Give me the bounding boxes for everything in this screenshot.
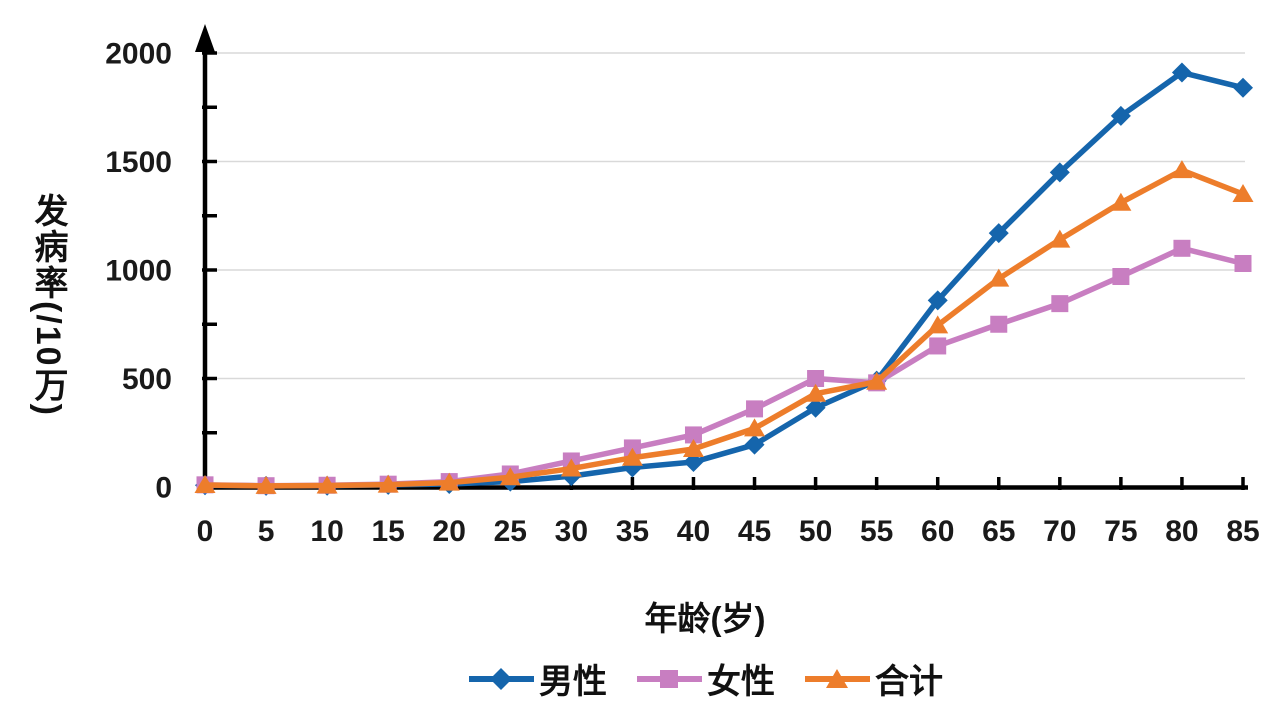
series-marker-1 bbox=[746, 400, 764, 418]
series-marker-2 bbox=[194, 475, 216, 494]
series-marker-0 bbox=[988, 223, 1009, 244]
x-axis-title: 年龄(岁) bbox=[644, 600, 766, 637]
series-marker-1 bbox=[1051, 295, 1069, 313]
series-marker-0 bbox=[1233, 77, 1253, 98]
series-marker-0 bbox=[744, 434, 765, 455]
series-marker-2 bbox=[560, 458, 582, 477]
series-marker-0 bbox=[805, 397, 826, 418]
legend-item-male[interactable]: 男性 bbox=[467, 654, 607, 703]
legend: 男性 女性 合计 bbox=[205, 654, 1205, 703]
series-marker-1 bbox=[807, 370, 825, 387]
series-marker-2 bbox=[927, 315, 949, 334]
series-marker-2 bbox=[621, 447, 643, 466]
series-marker-1 bbox=[929, 337, 947, 355]
series-marker-2 bbox=[1049, 229, 1071, 248]
male-series-marker-icon bbox=[469, 667, 534, 690]
x-tick-label: 25 bbox=[494, 515, 527, 548]
series-marker-0 bbox=[927, 290, 948, 311]
series-marker-1 bbox=[1112, 268, 1130, 286]
x-tick-label: 30 bbox=[555, 515, 588, 548]
x-tick-label: 40 bbox=[677, 515, 710, 548]
x-tick-label: 70 bbox=[1043, 515, 1076, 548]
x-tick-label: 85 bbox=[1226, 515, 1259, 548]
x-tick-label: 5 bbox=[258, 515, 275, 548]
series-marker-0 bbox=[1171, 62, 1192, 83]
series-marker-0 bbox=[1049, 162, 1070, 183]
y-tick-label: 1000 bbox=[105, 255, 172, 288]
x-tick-label: 20 bbox=[433, 515, 466, 548]
series-marker-1 bbox=[1173, 239, 1191, 257]
series-marker-2 bbox=[1232, 184, 1254, 203]
legend-item-total[interactable]: 合计 bbox=[803, 654, 943, 703]
x-tick-label: 35 bbox=[616, 515, 649, 548]
series-marker-0 bbox=[1110, 105, 1131, 126]
y-tick-label: 500 bbox=[122, 363, 172, 396]
x-tick-label: 65 bbox=[982, 515, 1015, 548]
series-marker-2 bbox=[866, 371, 888, 390]
y-axis-title: 发病率(/10万) bbox=[29, 193, 67, 417]
legend-label-female: 女性 bbox=[707, 663, 775, 701]
x-tick-label: 50 bbox=[799, 515, 832, 548]
legend-label-male: 男性 bbox=[539, 663, 607, 701]
series-marker-2 bbox=[744, 418, 766, 437]
x-tick-label: 45 bbox=[738, 515, 771, 548]
y-tick-label: 0 bbox=[155, 472, 172, 505]
x-tick-label: 80 bbox=[1165, 515, 1198, 548]
series-marker-0 bbox=[683, 452, 704, 473]
series-marker-1 bbox=[1234, 254, 1252, 272]
series-marker-1 bbox=[990, 315, 1008, 333]
x-tick-label: 55 bbox=[860, 515, 893, 548]
x-tick-label: 75 bbox=[1104, 515, 1137, 548]
y-tick-label: 2000 bbox=[105, 38, 172, 71]
x-tick-label: 60 bbox=[921, 515, 954, 548]
series-marker-2 bbox=[255, 475, 277, 494]
series-marker-2 bbox=[499, 467, 521, 486]
y-tick-label: 1500 bbox=[105, 146, 172, 179]
series-marker-1 bbox=[684, 426, 702, 444]
series-marker-2 bbox=[682, 439, 704, 458]
series-marker-2 bbox=[316, 475, 338, 494]
x-tick-label: 10 bbox=[310, 515, 343, 548]
series-marker-2 bbox=[377, 474, 399, 493]
x-tick-label: 15 bbox=[371, 515, 404, 548]
series-line-1 bbox=[202, 245, 1246, 489]
series-marker-2 bbox=[438, 472, 460, 491]
legend-item-female[interactable]: 女性 bbox=[635, 654, 775, 703]
series-marker-2 bbox=[805, 383, 827, 402]
x-tick-label: 0 bbox=[197, 515, 214, 548]
series-marker-2 bbox=[988, 268, 1010, 287]
legend-label-total: 合计 bbox=[875, 663, 943, 701]
female-series-marker-icon bbox=[637, 669, 702, 688]
y-axis-arrow-icon bbox=[195, 24, 215, 52]
series-marker-2 bbox=[1110, 192, 1132, 211]
total-series-marker-icon bbox=[805, 668, 870, 688]
series-marker-2 bbox=[1171, 160, 1193, 179]
series-line-2 bbox=[202, 167, 1246, 489]
